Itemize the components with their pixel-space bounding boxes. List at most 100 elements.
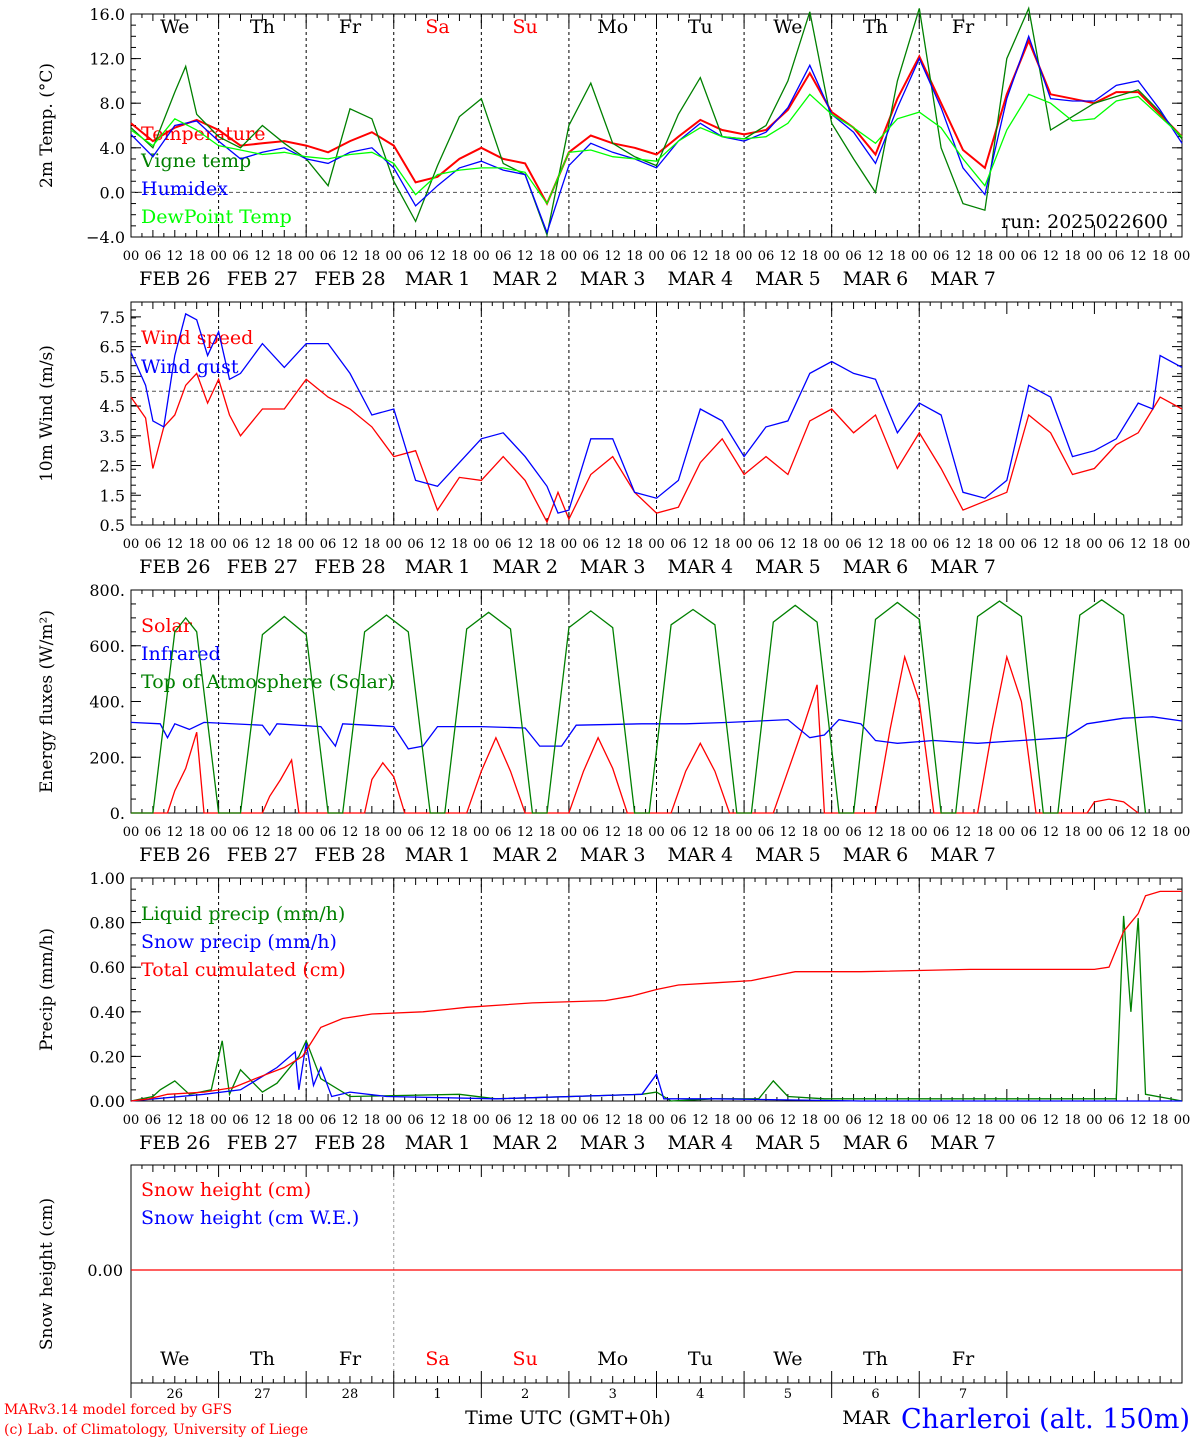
day-number: 4 (696, 1387, 704, 1402)
x-tick-label: 18 (364, 537, 381, 552)
y-axis-label: 2m Temp. (°C) (37, 63, 57, 188)
x-tick-label: 12 (517, 1113, 534, 1128)
weekday-label: Tu (688, 16, 713, 38)
x-tick-label: 18 (1064, 537, 1081, 552)
date-label: MAR 4 (667, 1132, 733, 1154)
x-tick-label: 12 (429, 1113, 446, 1128)
y-axis-label: Precip (mm/h) (37, 928, 57, 1051)
x-tick-label: 06 (845, 537, 862, 552)
date-label: MAR 2 (492, 268, 558, 290)
x-tick-label: 12 (167, 249, 184, 264)
date-label: MAR 7 (930, 1132, 996, 1154)
series-line-liquid-precip-mm-h- (130, 915, 1183, 1102)
legend-entry: DewPoint Temp (141, 206, 292, 228)
x-tick-label: 18 (276, 537, 293, 552)
x-tick-label: 18 (188, 825, 205, 840)
x-tick-label: 06 (145, 537, 162, 552)
x-tick-label: 06 (933, 537, 950, 552)
x-tick-label: 12 (1130, 249, 1147, 264)
x-tick-label: 18 (451, 1113, 468, 1128)
x-tick-label: 18 (889, 1113, 906, 1128)
x-tick-label: 18 (801, 1113, 818, 1128)
x-tick-label: 12 (867, 825, 884, 840)
panel-temp: 00 06 12 18 00 06 12 18 00 06 12 18 00 06 12 18 00 06 12 18… (37, 5, 1190, 290)
x-tick-label: 12 (517, 537, 534, 552)
x-tick-label: 18 (539, 825, 556, 840)
x-tick-label: 00 (210, 825, 227, 840)
weekday-label-bottom: Tu (688, 1348, 713, 1370)
x-tick-label: 18 (977, 249, 994, 264)
x-tick-label: 12 (867, 1113, 884, 1128)
x-tick-label: 06 (583, 249, 600, 264)
x-tick-label: 18 (276, 249, 293, 264)
weekday-label: We (160, 16, 189, 38)
x-tick-label: 12 (167, 825, 184, 840)
panel-precip: 00 06 12 18 00 06 12 18 00 06 12 18 00 06 12 18 00 06 12 18… (37, 869, 1190, 1154)
x-tick-label: 12 (955, 1113, 972, 1128)
series-line-humidex (130, 34, 1183, 235)
x-tick-label: 00 (911, 249, 928, 264)
x-tick-label: 00 (1174, 249, 1191, 264)
legend-entry: Wind gust (141, 356, 239, 378)
x-tick-label: 12 (1130, 1113, 1147, 1128)
x-tick-label: 18 (889, 825, 906, 840)
x-tick-label: 06 (320, 825, 337, 840)
y-tick-label: 800. (89, 581, 125, 600)
date-label: FEB 26 (139, 556, 210, 578)
x-tick-label: 00 (561, 249, 578, 264)
x-tick-label: 06 (1020, 537, 1037, 552)
x-tick-label: 00 (999, 537, 1016, 552)
weekday-label: Mo (597, 16, 628, 38)
x-tick-label: 00 (648, 537, 665, 552)
x-tick-label: 06 (758, 537, 775, 552)
x-tick-label: 18 (364, 1113, 381, 1128)
weekday-label: Th (250, 16, 275, 38)
legend-entry: Humidex (141, 178, 228, 200)
date-label: MAR 2 (492, 556, 558, 578)
footer-credit: (c) Lab. of Climatology, University of L… (4, 1422, 308, 1438)
x-tick-label: 06 (232, 825, 249, 840)
x-tick-label: 06 (1108, 537, 1125, 552)
x-tick-label: 00 (123, 825, 140, 840)
x-tick-label: 00 (736, 1113, 753, 1128)
y-tick-label: 2.5 (100, 457, 125, 476)
x-tick-label: 18 (451, 537, 468, 552)
x-tick-label: 00 (911, 825, 928, 840)
x-tick-label: 12 (1130, 537, 1147, 552)
date-label: MAR 1 (405, 844, 471, 866)
series-line-wind-gust (130, 312, 1183, 514)
date-label: FEB 27 (227, 1132, 298, 1154)
x-tick-label: 06 (758, 249, 775, 264)
y-tick-label: 0.00 (87, 1261, 123, 1280)
x-tick-label: 12 (342, 1113, 359, 1128)
date-label: MAR 7 (930, 268, 996, 290)
x-tick-label: 00 (823, 1113, 840, 1128)
date-label: MAR 1 (405, 1132, 471, 1154)
x-tick-label: 00 (561, 537, 578, 552)
date-label: FEB 28 (314, 1132, 385, 1154)
x-tick-label: 18 (801, 537, 818, 552)
day-number: 28 (342, 1387, 359, 1402)
x-tick-label: 00 (1174, 825, 1191, 840)
x-tick-label: 00 (736, 825, 753, 840)
x-tick-label: 06 (145, 825, 162, 840)
series-line-dewpoint-temp (130, 93, 1183, 205)
x-tick-label: 12 (342, 825, 359, 840)
panel-flux: 00 06 12 18 00 06 12 18 00 06 12 18 00 06 12 18 00 06 12 18… (37, 581, 1190, 866)
y-tick-label: 16.0 (89, 5, 125, 24)
x-tick-label: 00 (473, 825, 490, 840)
x-tick-label: 12 (1042, 537, 1059, 552)
date-label: MAR 6 (843, 268, 909, 290)
y-tick-label: 400. (89, 693, 125, 712)
x-tick-label: 00 (823, 249, 840, 264)
date-label: FEB 28 (314, 844, 385, 866)
x-tick-label: 12 (342, 537, 359, 552)
y-tick-label: 0.20 (89, 1047, 125, 1066)
month-label: MAR (842, 1407, 890, 1429)
x-tick-label: 18 (889, 537, 906, 552)
x-tick-label: 18 (1152, 825, 1169, 840)
x-tick-label: 06 (145, 249, 162, 264)
x-tick-label: 12 (342, 249, 359, 264)
y-tick-label: 3.5 (100, 427, 125, 446)
x-tick-label: 00 (823, 537, 840, 552)
